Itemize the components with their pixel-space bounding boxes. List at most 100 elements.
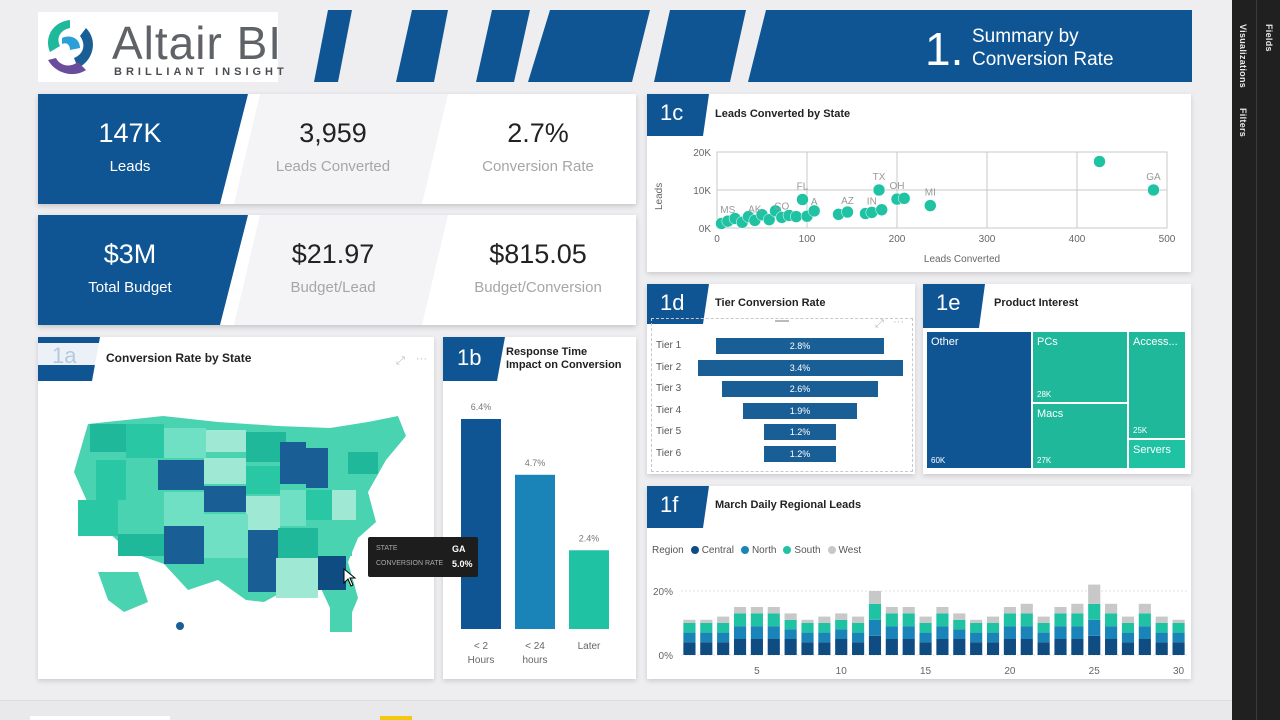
daily-bar-segment[interactable] <box>1088 603 1101 620</box>
daily-bar-segment[interactable] <box>1138 603 1151 614</box>
daily-bar-segment[interactable] <box>784 619 797 630</box>
daily-bar-segment[interactable] <box>953 619 966 630</box>
daily-bar-segment[interactable] <box>767 639 780 655</box>
daily-bar-segment[interactable] <box>700 619 713 623</box>
legend-item[interactable]: Central <box>690 545 734 556</box>
tier-bar[interactable]: 2.8% <box>715 338 885 354</box>
tile-1c-scatter[interactable]: 1c Leads Converted by State 0 100 200 300 40… <box>647 94 1191 272</box>
scatter-point[interactable] <box>1093 155 1106 168</box>
daily-bar-segment[interactable] <box>936 613 949 627</box>
daily-bar-segment[interactable] <box>1020 613 1033 627</box>
daily-bar-segment[interactable] <box>852 642 865 655</box>
tile-1d-more-icon[interactable]: ··· <box>893 316 904 328</box>
visual-selection-frame[interactable] <box>651 318 913 472</box>
daily-bar-segment[interactable] <box>818 642 831 655</box>
daily-bar-segment[interactable] <box>1003 626 1016 639</box>
daily-bar-segment[interactable] <box>852 616 865 623</box>
daily-bar-segment[interactable] <box>953 613 966 620</box>
page-tab-active[interactable] <box>30 716 170 720</box>
tile-1f-daily[interactable]: 1f March Daily Regional Leads Region Cen… <box>647 486 1191 679</box>
daily-bar-segment[interactable] <box>1037 632 1050 643</box>
scatter-point[interactable] <box>789 210 803 223</box>
daily-bar-segment[interactable] <box>1138 639 1151 655</box>
daily-bar-segment[interactable] <box>868 603 882 620</box>
daily-bar-segment[interactable] <box>683 632 696 643</box>
scatter-point[interactable] <box>762 213 776 226</box>
daily-bar-segment[interactable] <box>1088 584 1101 604</box>
daily-bar-segment[interactable] <box>1003 607 1016 614</box>
daily-bar-segment[interactable] <box>1088 619 1101 636</box>
daily-leads-chart[interactable]: 0% 20% 5 10 15 20 25 30 <box>647 566 1191 678</box>
daily-bar-segment[interactable] <box>1054 613 1067 627</box>
treemap-cell-pcs[interactable]: PCs 28K <box>1033 332 1127 402</box>
daily-bar-segment[interactable] <box>986 632 1000 643</box>
scatter-point[interactable] <box>924 199 937 212</box>
daily-bar-segment[interactable] <box>835 639 848 655</box>
daily-bar-segment[interactable] <box>1172 632 1185 643</box>
daily-bar-segment[interactable] <box>767 626 780 639</box>
daily-bar-segment[interactable] <box>1054 626 1067 639</box>
daily-bar-segment[interactable] <box>902 613 915 627</box>
daily-bar-segment[interactable] <box>801 642 814 655</box>
daily-bar-segment[interactable] <box>919 642 932 655</box>
scatter-point[interactable] <box>872 183 886 197</box>
legend-item[interactable]: South <box>783 545 821 556</box>
response-time-chart[interactable]: 6.4% < 2 Hours 4.7% < 24 hours 2.4% Later <box>443 397 636 677</box>
daily-bar-segment[interactable] <box>818 632 831 643</box>
daily-bar-segment[interactable] <box>835 619 848 630</box>
daily-bar-segment[interactable] <box>700 642 713 655</box>
daily-bar-segment[interactable] <box>936 626 949 639</box>
daily-bar-segment[interactable] <box>970 632 983 643</box>
legend-item[interactable]: North <box>740 545 776 556</box>
tier-bar[interactable]: 1.9% <box>742 402 858 419</box>
daily-bar-segment[interactable] <box>1155 642 1168 655</box>
daily-bar-segment[interactable] <box>885 626 898 639</box>
daily-bar-segment[interactable] <box>1138 626 1151 639</box>
daily-bar-segment[interactable] <box>1155 616 1168 623</box>
legend-item[interactable]: West <box>827 545 861 556</box>
daily-bar-segment[interactable] <box>868 591 882 604</box>
daily-bar-segment[interactable] <box>717 632 730 643</box>
daily-bar-segment[interactable] <box>1071 603 1084 614</box>
filters-pane-tab[interactable]: Filters <box>1238 108 1248 138</box>
daily-bar-segment[interactable] <box>767 607 780 614</box>
fields-pane-tab[interactable]: Fields <box>1264 24 1274 52</box>
scatter-point[interactable] <box>796 193 809 206</box>
tile-1d-tier[interactable]: 1d Tier Conversion Rate ⤢ ··· Tier 1 2.8%… <box>647 284 915 474</box>
daily-bar-segment[interactable] <box>885 613 898 627</box>
daily-bar-segment[interactable] <box>868 619 882 636</box>
drag-handle[interactable] <box>775 320 789 322</box>
daily-bar-segment[interactable] <box>1071 626 1084 639</box>
daily-bar-segment[interactable] <box>801 619 814 623</box>
treemap-cell-servers[interactable]: Servers <box>1129 440 1185 468</box>
tier-bar[interactable]: 2.6% <box>721 381 879 397</box>
treemap-cell-macs[interactable]: Macs 27K <box>1033 404 1127 468</box>
daily-bar-segment[interactable] <box>784 629 797 639</box>
daily-bar-segment[interactable] <box>1003 639 1016 655</box>
daily-bar-segment[interactable] <box>717 616 730 623</box>
daily-bar-segment[interactable] <box>970 623 983 633</box>
daily-bar-segment[interactable] <box>750 639 763 655</box>
daily-bar-segment[interactable] <box>986 623 1000 633</box>
daily-bar-segment[interactable] <box>919 623 932 633</box>
daily-bar-segment[interactable] <box>1037 616 1050 623</box>
daily-bar-segment[interactable] <box>1138 613 1151 627</box>
kpi-card-row2[interactable]: $3M Total Budget $21.97 Budget/Lead $815… <box>38 215 636 325</box>
tier-funnel-chart[interactable]: Tier 1 2.8% Tier 2 3.4% Tier 3 2.6% Tier 4 1.9%… <box>647 336 915 470</box>
tier-bar[interactable]: 1.2% <box>763 424 837 440</box>
daily-bar-segment[interactable] <box>700 632 713 643</box>
daily-bar-segment[interactable] <box>885 639 898 655</box>
region-legend[interactable]: Region Central North South West <box>652 543 861 557</box>
daily-bar-segment[interactable] <box>767 613 780 627</box>
daily-bar-segment[interactable] <box>936 639 949 655</box>
response-bar[interactable] <box>515 474 555 629</box>
daily-bar-segment[interactable] <box>835 629 848 639</box>
daily-bar-segment[interactable] <box>1020 639 1033 655</box>
daily-bar-segment[interactable] <box>1121 632 1135 643</box>
daily-bar-segment[interactable] <box>1121 623 1135 633</box>
daily-bar-segment[interactable] <box>1054 639 1067 655</box>
daily-bar-segment[interactable] <box>868 635 882 655</box>
daily-bar-segment[interactable] <box>885 607 898 614</box>
daily-bar-segment[interactable] <box>818 616 831 623</box>
daily-bar-segment[interactable] <box>1003 613 1016 627</box>
